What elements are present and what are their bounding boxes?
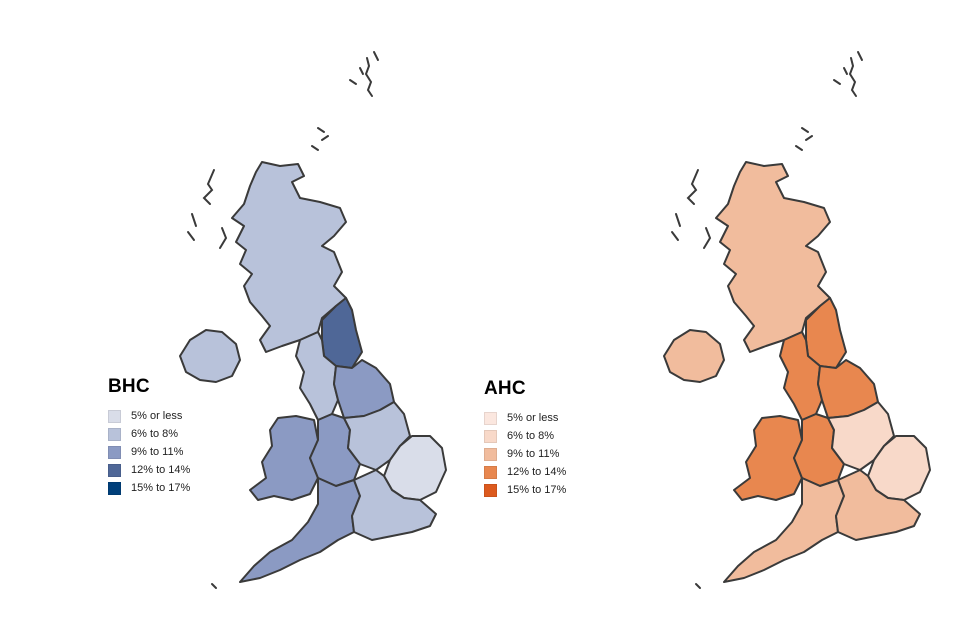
- region-west-midlands[interactable]: [793, 413, 845, 487]
- legend-title: AHC: [484, 378, 526, 399]
- legend-item: 15% to 17%: [108, 479, 190, 497]
- legend-item: 5% or less: [108, 407, 190, 425]
- legend-item: 12% to 14%: [108, 461, 190, 479]
- legend-label: 9% to 11%: [507, 448, 560, 460]
- legend-label: 12% to 14%: [507, 466, 567, 478]
- uk-map-ahc: [663, 51, 931, 589]
- legend-swatch: [108, 481, 121, 495]
- map-panel-bhc: BHC 5% or less 6% to 8% 9% to 11% 12% to…: [108, 51, 447, 589]
- region-west-midlands[interactable]: [309, 413, 361, 487]
- legend-label: 6% to 8%: [507, 430, 555, 442]
- legend-swatch: [108, 427, 121, 441]
- region-wales[interactable]: [733, 415, 803, 501]
- legend-label: 6% to 8%: [131, 428, 179, 440]
- legend-item: 12% to 14%: [484, 463, 566, 481]
- legend-label: 5% or less: [507, 412, 559, 424]
- legend-list: 5% or less 6% to 8% 9% to 11% 12% to 14%…: [484, 409, 566, 499]
- shetland-islands: [833, 51, 863, 97]
- legend-label: 9% to 11%: [131, 446, 184, 458]
- legend-label: 12% to 14%: [131, 464, 191, 476]
- legend-swatch: [484, 411, 497, 425]
- shetland-islands: [349, 51, 379, 97]
- legend-ahc: AHC 5% or less 6% to 8% 9% to 11% 12% to…: [484, 378, 566, 499]
- legend-title: BHC: [108, 376, 150, 397]
- region-east-of-england[interactable]: [383, 435, 447, 501]
- region-east-of-england[interactable]: [867, 435, 931, 501]
- orkney-islands: [795, 127, 813, 151]
- legend-swatch: [484, 429, 497, 443]
- legend-item: 6% to 8%: [108, 425, 190, 443]
- legend-swatch: [484, 483, 497, 497]
- legend-label: 15% to 17%: [507, 484, 567, 496]
- legend-swatch: [108, 409, 121, 423]
- legend-swatch: [108, 445, 121, 459]
- legend-bhc: BHC 5% or less 6% to 8% 9% to 11% 12% to…: [108, 376, 190, 497]
- legend-swatch: [484, 465, 497, 479]
- region-south-east[interactable]: [351, 469, 437, 541]
- isles-of-scilly: [695, 583, 701, 589]
- legend-swatch: [484, 447, 497, 461]
- region-wales[interactable]: [249, 415, 319, 501]
- western-isles: [671, 169, 712, 249]
- legend-item: 9% to 11%: [108, 443, 190, 461]
- region-south-east[interactable]: [835, 469, 921, 541]
- orkney-islands: [311, 127, 329, 151]
- western-isles: [187, 169, 228, 249]
- legend-item: 15% to 17%: [484, 481, 566, 499]
- legend-label: 5% or less: [131, 410, 183, 422]
- legend-swatch: [108, 463, 121, 477]
- map-panel-ahc: AHC 5% or less 6% to 8% 9% to 11% 12% to…: [480, 0, 960, 640]
- uk-map-bhc: [179, 51, 447, 589]
- legend-item: 9% to 11%: [484, 445, 566, 463]
- legend-item: 6% to 8%: [484, 427, 566, 445]
- legend-item: 5% or less: [484, 409, 566, 427]
- legend-label: 15% to 17%: [131, 482, 191, 494]
- legend-list: 5% or less 6% to 8% 9% to 11% 12% to 14%…: [108, 407, 190, 497]
- region-northern-ireland[interactable]: [663, 329, 725, 383]
- region-northern-ireland[interactable]: [179, 329, 241, 383]
- isles-of-scilly: [211, 583, 217, 589]
